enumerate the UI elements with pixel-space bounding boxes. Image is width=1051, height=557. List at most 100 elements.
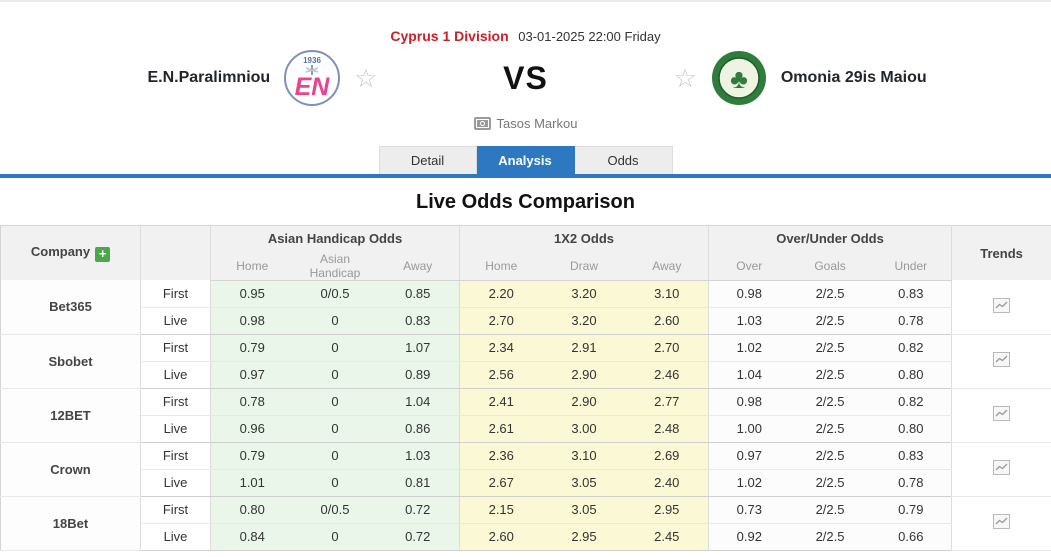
tab-analysis[interactable]: Analysis [476, 146, 575, 174]
x12-odds-value: 2.61 [459, 415, 543, 443]
x12-odds-value: 3.20 [542, 307, 626, 335]
row-type-label: First [140, 280, 211, 308]
odds-row: Live 0.84 0 0.72 2.60 2.95 2.45 0.92 2/2.5 0.66 [1, 523, 1051, 551]
ah-odds-value: 0 [293, 361, 377, 389]
odds-row: Live 0.98 0 0.83 2.70 3.20 2.60 1.03 2/2.5 0.78 [1, 307, 1051, 335]
ou-odds-value: 2/2.5 [789, 469, 871, 497]
trend-chart-icon[interactable] [993, 514, 1011, 529]
away-team-logo: ♣ [710, 49, 768, 107]
ou-odds-value: 0.80 [870, 415, 953, 443]
svg-text:♣: ♣ [730, 64, 748, 94]
row-type-column-header [140, 225, 211, 280]
trends-cell [951, 442, 1051, 497]
ah-odds-value: 1.07 [376, 334, 460, 362]
company-name[interactable]: Crown [0, 442, 141, 497]
x12-odds-value: 2.46 [625, 361, 710, 389]
ah-odds-value: 0.81 [376, 469, 460, 497]
1x2-home-header: Home [459, 251, 543, 281]
x12-odds-value: 2.70 [459, 307, 543, 335]
live-odds-table: Company + Asian Handicap Odds 1X2 Odds Ov… [0, 225, 1051, 551]
ou-odds-value: 2/2.5 [789, 523, 871, 551]
x12-odds-value: 2.90 [542, 361, 626, 389]
ah-home-header: Home [210, 251, 294, 281]
x12-odds-value: 2.41 [459, 388, 543, 416]
home-team-name: E.N.Paralimniou [147, 69, 271, 86]
ou-odds-value: 0.66 [870, 523, 953, 551]
active-tab-underline [0, 174, 1051, 178]
ou-odds-value: 0.78 [870, 307, 953, 335]
trends-cell [951, 388, 1051, 443]
1x2-draw-header: Draw [542, 251, 626, 281]
company-name[interactable]: Sbobet [0, 334, 141, 389]
trend-chart-icon[interactable] [993, 406, 1011, 421]
company-column-header: Company + [0, 225, 141, 280]
odds-row: Live 1.01 0 0.81 2.67 3.05 2.40 1.02 2/2.5 0.78 [1, 469, 1051, 497]
ou-odds-value: 1.00 [708, 415, 790, 443]
ah-away-header: Away [376, 251, 460, 281]
ou-odds-value: 2/2.5 [789, 442, 871, 470]
home-favorite-star-icon[interactable]: ☆ [354, 63, 378, 93]
ah-odds-value: 0 [293, 334, 377, 362]
trend-chart-icon[interactable] [993, 352, 1011, 367]
ah-odds-value: 0 [293, 469, 377, 497]
tab-odds[interactable]: Odds [574, 146, 673, 174]
add-company-button[interactable]: + [95, 247, 111, 262]
ah-odds-value: 0 [293, 415, 377, 443]
svg-text:1936: 1936 [303, 56, 321, 65]
ou-odds-value: 1.04 [708, 361, 790, 389]
ah-odds-value: 0 [293, 388, 377, 416]
ah-odds-value: 0.85 [376, 280, 460, 308]
ou-odds-value: 0.98 [708, 388, 790, 416]
venue-name: Tasos Markou [496, 115, 578, 131]
odds-table-body: Bet365 First 0.95 0/0.5 0.85 2.20 3.20 3.10 0.98… [0, 280, 1051, 551]
x12-odds-value: 2.70 [625, 334, 710, 362]
asian-handicap-group-header: Asian Handicap Odds [210, 225, 460, 252]
ou-odds-value: 0.78 [870, 469, 953, 497]
row-type-label: Live [140, 523, 211, 551]
ah-odds-value: 0.72 [376, 496, 460, 524]
ou-odds-value: 2/2.5 [789, 361, 871, 389]
away-favorite-star-icon[interactable]: ☆ [673, 63, 697, 93]
tab-detail[interactable]: Detail [378, 146, 477, 174]
home-team: E.N.Paralimniou 1936 EN ☆ [0, 49, 466, 107]
ah-odds-value: 1.04 [376, 388, 460, 416]
row-type-label: Live [140, 469, 211, 497]
row-type-label: First [140, 334, 211, 362]
trends-cell [951, 280, 1051, 335]
row-type-label: First [140, 496, 211, 524]
ou-odds-value: 1.02 [708, 469, 790, 497]
row-type-label: Live [140, 307, 211, 335]
x12-odds-value: 3.05 [542, 496, 626, 524]
ah-odds-value: 0.89 [376, 361, 460, 389]
x12-odds-value: 2.45 [625, 523, 710, 551]
trend-chart-icon[interactable] [993, 297, 1011, 313]
odds-row: 18Bet First 0.80 0/0.5 0.72 2.15 3.05 2.95 0.73 2… [0, 496, 1051, 551]
ah-odds-value: 0/0.5 [293, 496, 377, 524]
trend-chart-icon[interactable] [993, 460, 1011, 475]
ah-odds-value: 0.96 [210, 415, 294, 443]
tab-bar: Detail Analysis Odds [0, 146, 1051, 178]
ou-odds-value: 1.03 [708, 307, 790, 335]
ou-odds-value: 2/2.5 [789, 307, 871, 335]
company-name[interactable]: Bet365 [0, 280, 141, 335]
stadium-icon [473, 116, 491, 130]
ou-odds-value: 0.82 [870, 388, 953, 416]
ou-odds-value: 0.97 [708, 442, 790, 470]
over-under-group-header: Over/Under Odds [708, 225, 953, 252]
company-name[interactable]: 18Bet [0, 496, 141, 551]
row-type-label: First [140, 442, 211, 470]
ou-odds-value: 2/2.5 [789, 334, 871, 362]
ou-odds-value: 0.98 [708, 280, 790, 308]
ah-odds-value: 0.95 [210, 280, 294, 308]
ou-odds-value: 0.83 [870, 280, 953, 308]
x12-odds-value: 2.20 [459, 280, 543, 308]
ah-odds-value: 0/0.5 [293, 280, 377, 308]
home-team-logo: 1936 EN [283, 49, 341, 107]
x12-odds-value: 3.20 [542, 280, 626, 308]
company-name[interactable]: 12BET [0, 388, 141, 443]
x12-odds-value: 3.05 [542, 469, 626, 497]
x12-odds-value: 2.95 [542, 523, 626, 551]
ou-over-header: Over [708, 251, 790, 281]
ah-odds-value: 0.79 [210, 334, 294, 362]
x12-odds-value: 3.10 [542, 442, 626, 470]
